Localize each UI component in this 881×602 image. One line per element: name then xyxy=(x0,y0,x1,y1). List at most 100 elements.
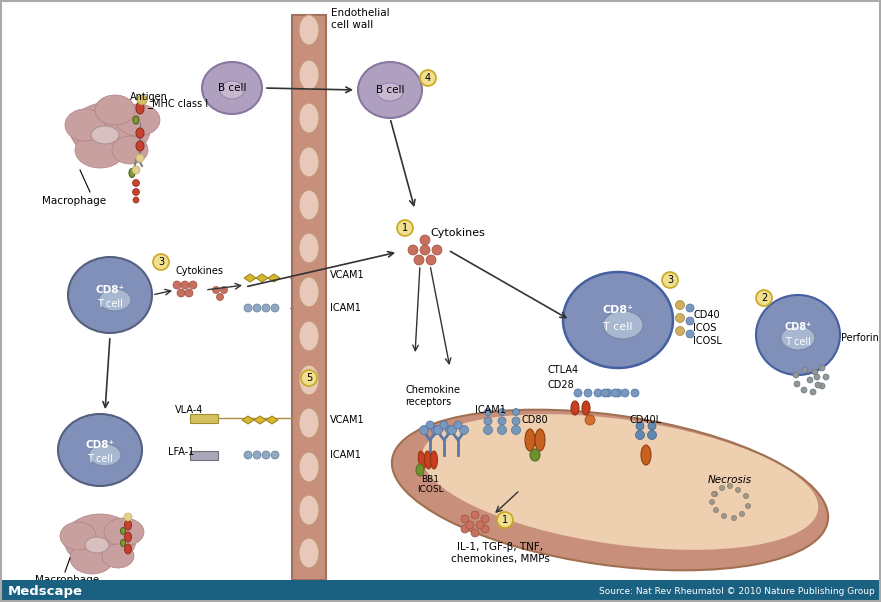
Circle shape xyxy=(731,515,737,521)
Ellipse shape xyxy=(99,289,131,311)
Circle shape xyxy=(648,430,656,439)
Circle shape xyxy=(220,287,227,294)
Polygon shape xyxy=(254,416,266,424)
Text: CD80: CD80 xyxy=(522,415,548,425)
Circle shape xyxy=(212,287,219,294)
Circle shape xyxy=(433,426,442,435)
Ellipse shape xyxy=(299,103,319,133)
Circle shape xyxy=(244,304,252,312)
Text: 3: 3 xyxy=(667,275,673,285)
Text: VCAM1: VCAM1 xyxy=(330,415,365,425)
Ellipse shape xyxy=(60,522,96,550)
Circle shape xyxy=(181,281,189,289)
Bar xyxy=(190,414,218,423)
Circle shape xyxy=(481,525,489,533)
Circle shape xyxy=(712,491,716,497)
Circle shape xyxy=(801,387,807,393)
Ellipse shape xyxy=(756,295,840,375)
Text: CD40: CD40 xyxy=(693,310,720,320)
Circle shape xyxy=(512,426,521,435)
Ellipse shape xyxy=(220,81,244,99)
Text: Source: Nat Rev Rheumatol © 2010 Nature Publishing Group: Source: Nat Rev Rheumatol © 2010 Nature … xyxy=(599,586,875,595)
Polygon shape xyxy=(268,274,280,282)
Circle shape xyxy=(585,415,595,425)
Text: 2: 2 xyxy=(761,293,767,303)
Ellipse shape xyxy=(299,452,319,482)
Ellipse shape xyxy=(299,495,319,525)
Text: T cell: T cell xyxy=(785,337,811,347)
Text: CD8⁺: CD8⁺ xyxy=(85,440,115,450)
Circle shape xyxy=(471,511,479,519)
Circle shape xyxy=(484,426,492,435)
Ellipse shape xyxy=(65,109,105,141)
Bar xyxy=(292,15,326,580)
Ellipse shape xyxy=(116,104,160,136)
Ellipse shape xyxy=(70,102,150,158)
Text: CD8⁺: CD8⁺ xyxy=(603,305,633,315)
Text: 3: 3 xyxy=(158,257,164,267)
Text: MHC class I: MHC class I xyxy=(152,99,208,109)
Circle shape xyxy=(133,197,139,203)
Text: 4: 4 xyxy=(425,73,431,83)
Ellipse shape xyxy=(299,408,319,438)
Circle shape xyxy=(686,304,694,312)
Ellipse shape xyxy=(431,451,438,469)
Circle shape xyxy=(739,512,744,517)
Ellipse shape xyxy=(299,60,319,90)
Ellipse shape xyxy=(121,527,125,535)
Circle shape xyxy=(498,426,507,435)
Circle shape xyxy=(815,382,821,388)
Text: Macrophage: Macrophage xyxy=(42,196,106,206)
Circle shape xyxy=(814,374,820,380)
Circle shape xyxy=(635,430,645,439)
Text: Chemokine
receptors: Chemokine receptors xyxy=(405,385,460,406)
Ellipse shape xyxy=(104,518,144,546)
Circle shape xyxy=(709,500,714,504)
Circle shape xyxy=(614,389,622,397)
Circle shape xyxy=(686,317,694,325)
Text: ICOSL: ICOSL xyxy=(693,336,722,346)
Circle shape xyxy=(271,451,279,459)
Circle shape xyxy=(420,235,430,245)
Text: Medscape: Medscape xyxy=(8,585,83,598)
Ellipse shape xyxy=(95,95,135,125)
Circle shape xyxy=(408,245,418,255)
Text: VLA-4: VLA-4 xyxy=(175,405,204,415)
Text: CTLA4: CTLA4 xyxy=(548,365,579,375)
Circle shape xyxy=(662,272,678,288)
Ellipse shape xyxy=(64,514,136,566)
Ellipse shape xyxy=(136,141,144,151)
Circle shape xyxy=(301,370,317,386)
Circle shape xyxy=(471,529,479,537)
Text: Antigen: Antigen xyxy=(130,92,168,102)
Ellipse shape xyxy=(392,410,828,570)
Circle shape xyxy=(720,485,724,491)
Text: Cytokines: Cytokines xyxy=(175,266,223,276)
Ellipse shape xyxy=(425,451,432,469)
Text: T cell: T cell xyxy=(97,299,123,309)
Circle shape xyxy=(420,70,436,86)
Text: LFA-1: LFA-1 xyxy=(168,447,194,457)
Circle shape xyxy=(823,374,829,380)
Ellipse shape xyxy=(89,444,121,466)
Circle shape xyxy=(745,503,751,509)
Circle shape xyxy=(713,491,717,497)
Circle shape xyxy=(454,421,462,429)
Circle shape xyxy=(414,255,424,265)
Ellipse shape xyxy=(133,116,139,124)
Text: Cytokines: Cytokines xyxy=(430,228,485,238)
Text: B cell: B cell xyxy=(376,85,404,95)
Circle shape xyxy=(676,300,685,309)
Circle shape xyxy=(153,254,169,270)
Circle shape xyxy=(461,515,469,523)
Ellipse shape xyxy=(358,62,422,118)
Circle shape xyxy=(676,314,685,323)
Ellipse shape xyxy=(112,136,148,164)
Circle shape xyxy=(420,245,430,255)
Circle shape xyxy=(819,365,825,371)
Text: ICAM1: ICAM1 xyxy=(330,450,361,460)
Circle shape xyxy=(601,389,609,397)
Ellipse shape xyxy=(136,102,144,114)
Circle shape xyxy=(499,409,506,415)
Circle shape xyxy=(132,166,140,174)
